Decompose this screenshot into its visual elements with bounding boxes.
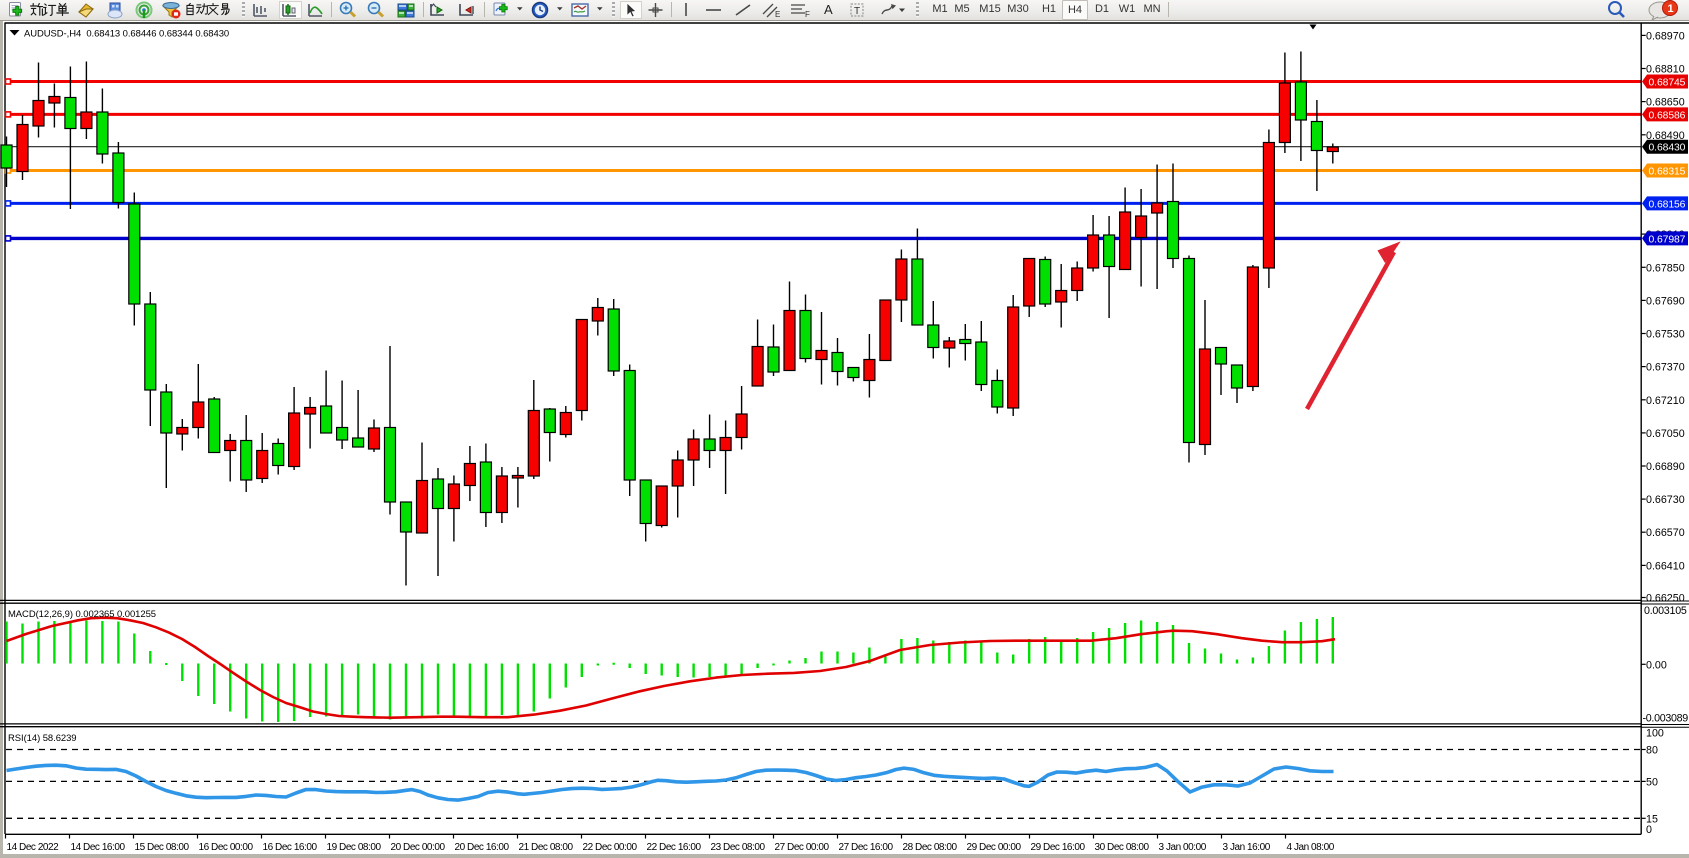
svg-text:0.68430: 0.68430 <box>1649 143 1686 154</box>
svg-text:3 Jan 00:00: 3 Jan 00:00 <box>1159 842 1207 853</box>
svg-text:0.67530: 0.67530 <box>1646 329 1685 341</box>
svg-text:1: 1 <box>1668 3 1674 15</box>
svg-text:0: 0 <box>1646 824 1652 836</box>
svg-text:0.68650: 0.68650 <box>1646 97 1685 109</box>
svg-text:3 Jan 16:00: 3 Jan 16:00 <box>1223 842 1271 853</box>
svg-text:0.68745: 0.68745 <box>1649 78 1686 89</box>
svg-text:0.68156: 0.68156 <box>1649 199 1686 210</box>
svg-text:0.66730: 0.66730 <box>1646 494 1685 506</box>
svg-text:14 Dec 2022: 14 Dec 2022 <box>7 842 60 853</box>
svg-text:0.68315: 0.68315 <box>1649 167 1686 178</box>
svg-text:0.68810: 0.68810 <box>1646 64 1685 76</box>
svg-text:27 Dec 00:00: 27 Dec 00:00 <box>775 842 830 853</box>
svg-text:15: 15 <box>1646 813 1658 825</box>
svg-text:E: E <box>775 10 780 19</box>
svg-text:14 Dec 16:00: 14 Dec 16:00 <box>71 842 126 853</box>
svg-text:MACD(12,26,9) 0.002365 0.00125: MACD(12,26,9) 0.002365 0.001255 <box>8 609 156 620</box>
svg-text:RSI(14) 58.6239: RSI(14) 58.6239 <box>8 733 77 744</box>
svg-text:AUDUSD-,H4 0.68413 0.68446 0.: AUDUSD-,H4 0.68413 0.68446 0.68344 0.684… <box>24 29 229 40</box>
svg-text:0.68586: 0.68586 <box>1649 110 1686 121</box>
svg-text:23 Dec 08:00: 23 Dec 08:00 <box>711 842 766 853</box>
svg-text:22 Dec 00:00: 22 Dec 00:00 <box>583 842 638 853</box>
svg-text:100: 100 <box>1646 728 1664 740</box>
svg-text:F: F <box>805 10 810 19</box>
svg-text:19 Dec 08:00: 19 Dec 08:00 <box>327 842 382 853</box>
svg-text:0.66570: 0.66570 <box>1646 527 1685 539</box>
svg-text:0.66890: 0.66890 <box>1646 461 1685 473</box>
svg-text:21 Dec 08:00: 21 Dec 08:00 <box>519 842 574 853</box>
svg-text:0.66250: 0.66250 <box>1646 593 1685 605</box>
svg-text:0.003105: 0.003105 <box>1644 605 1687 617</box>
svg-text:T: T <box>854 6 860 17</box>
svg-text:0.67210: 0.67210 <box>1646 395 1685 407</box>
svg-text:29 Dec 00:00: 29 Dec 00:00 <box>967 842 1022 853</box>
svg-text:0.67690: 0.67690 <box>1646 295 1685 307</box>
svg-text:15 Dec 08:00: 15 Dec 08:00 <box>135 842 190 853</box>
svg-text:20 Dec 16:00: 20 Dec 16:00 <box>455 842 510 853</box>
svg-text:16 Dec 00:00: 16 Dec 00:00 <box>199 842 254 853</box>
svg-text:29 Dec 16:00: 29 Dec 16:00 <box>1031 842 1086 853</box>
svg-text:50: 50 <box>1646 776 1658 788</box>
svg-text:0.67987: 0.67987 <box>1649 234 1686 245</box>
svg-text:28 Dec 08:00: 28 Dec 08:00 <box>903 842 958 853</box>
svg-text:20 Dec 00:00: 20 Dec 00:00 <box>391 842 446 853</box>
svg-text:27 Dec 16:00: 27 Dec 16:00 <box>839 842 894 853</box>
svg-text:0.67050: 0.67050 <box>1646 428 1685 440</box>
svg-text:30 Dec 08:00: 30 Dec 08:00 <box>1095 842 1150 853</box>
svg-text:0.00: 0.00 <box>1646 659 1667 671</box>
svg-text:0.68490: 0.68490 <box>1646 130 1685 142</box>
svg-text:22 Dec 16:00: 22 Dec 16:00 <box>647 842 702 853</box>
svg-text:0.66410: 0.66410 <box>1646 560 1685 572</box>
svg-text:0.67850: 0.67850 <box>1646 262 1685 274</box>
svg-text:0.67370: 0.67370 <box>1646 362 1685 374</box>
svg-text:16 Dec 16:00: 16 Dec 16:00 <box>263 842 318 853</box>
svg-text:-0.003089: -0.003089 <box>1643 712 1689 724</box>
svg-text:0.68970: 0.68970 <box>1646 30 1685 42</box>
svg-text:4 Jan 08:00: 4 Jan 08:00 <box>1287 842 1335 853</box>
svg-text:80: 80 <box>1646 745 1658 757</box>
